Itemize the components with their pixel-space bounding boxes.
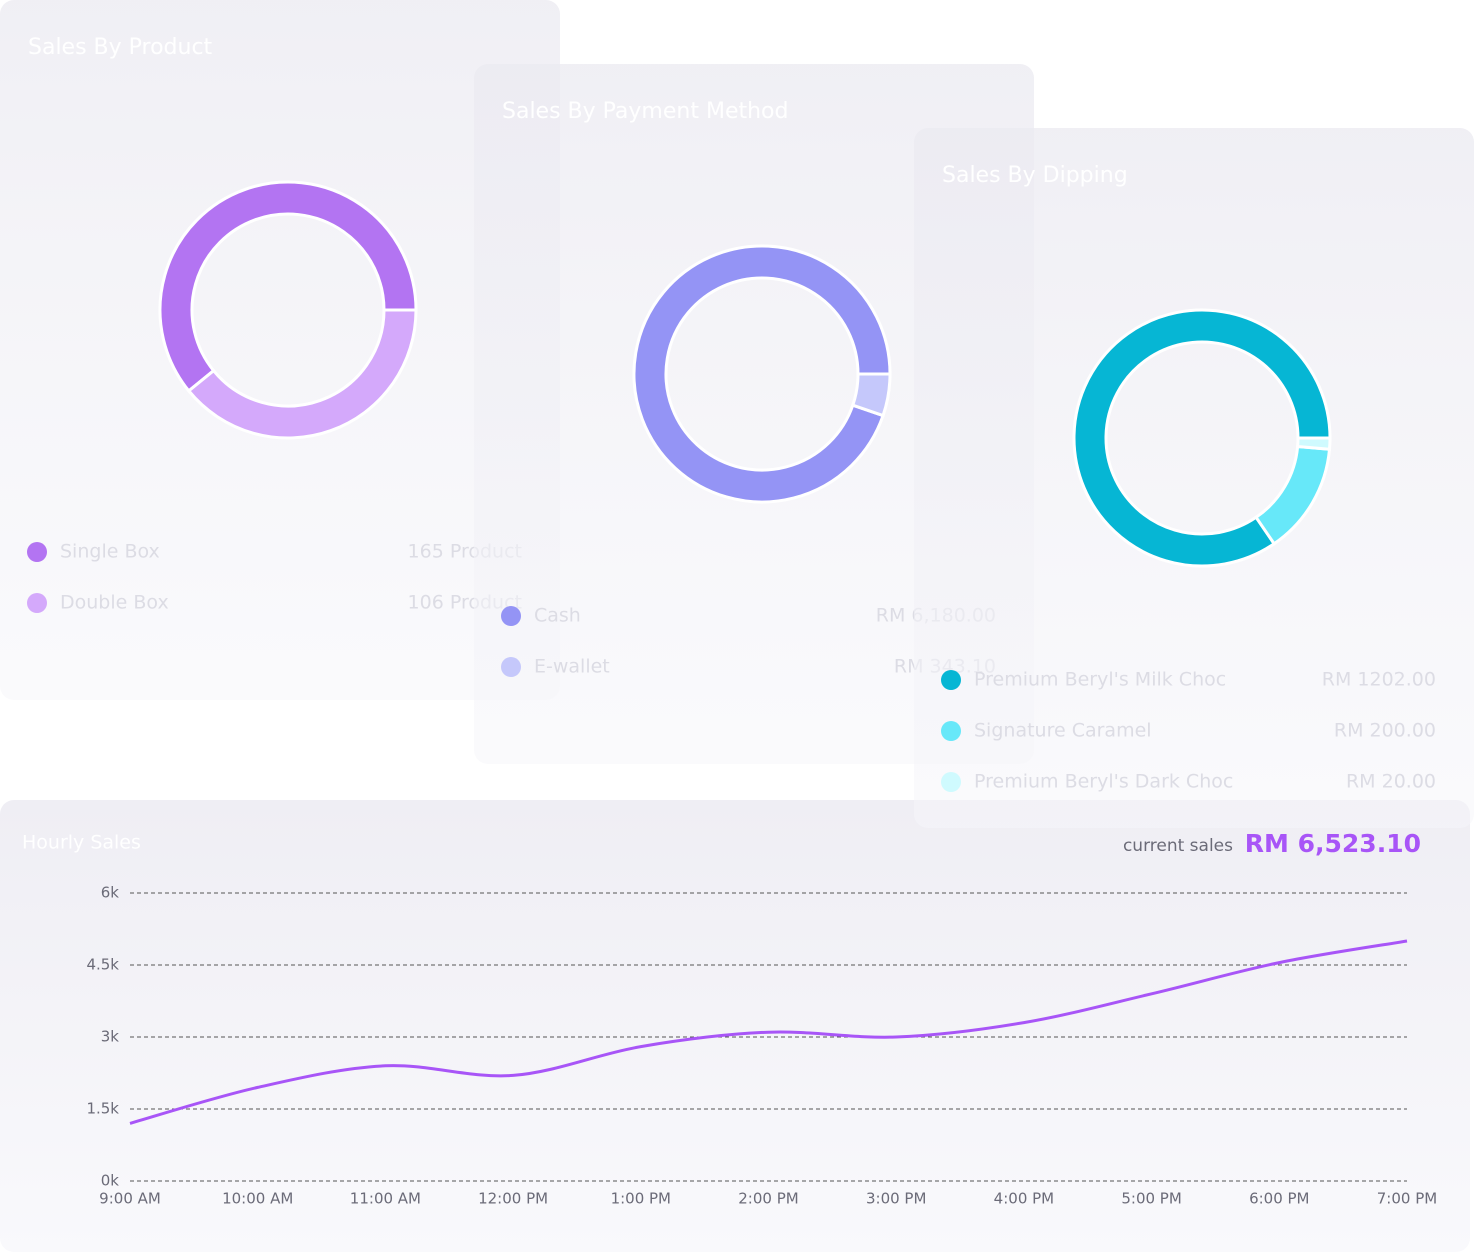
legend-value: RM 20.00	[1346, 771, 1436, 793]
summary-value: RM 6,523.10	[1245, 829, 1421, 858]
panel-title: Sales By Product	[28, 35, 213, 60]
legend-dot	[941, 670, 961, 690]
legend-label: Premium Beryl's Dark Choc	[974, 771, 1233, 793]
x-tick-label: 4:00 PM	[994, 1190, 1054, 1208]
y-tick-label: 3k	[101, 1028, 120, 1046]
x-tick-label: 3:00 PM	[866, 1190, 926, 1208]
legend-dot	[27, 542, 47, 562]
legend-value: RM 1202.00	[1322, 669, 1436, 691]
pie-slice	[158, 180, 418, 393]
summary-label: current sales	[1123, 836, 1233, 856]
panel	[914, 128, 1474, 828]
legend-label: Double Box	[60, 592, 169, 614]
x-tick-label: 5:00 PM	[1121, 1190, 1181, 1208]
x-tick-label: 12:00 PM	[478, 1190, 548, 1208]
x-tick-label: 1:00 PM	[611, 1190, 671, 1208]
legend-label: Single Box	[60, 541, 160, 563]
pie-slice	[632, 244, 892, 504]
legend-dot	[941, 772, 961, 792]
panel-title: Sales By Dipping	[942, 163, 1128, 188]
panel	[0, 800, 1470, 1252]
legend-label: E-wallet	[534, 656, 610, 678]
legend-label: Cash	[534, 605, 581, 627]
y-tick-label: 4.5k	[86, 956, 119, 974]
legend-dot	[501, 657, 521, 677]
panel-title: Sales By Payment Method	[502, 99, 788, 124]
x-tick-label: 6:00 PM	[1249, 1190, 1309, 1208]
sales-line	[129, 939, 1408, 1125]
legend-value: RM 200.00	[1334, 720, 1436, 742]
legend-dot	[27, 593, 47, 613]
x-tick-label: 10:00 AM	[222, 1190, 293, 1208]
y-tick-label: 6k	[101, 884, 120, 902]
panel-title: Hourly Sales	[22, 832, 141, 854]
x-tick-label: 7:00 PM	[1377, 1190, 1437, 1208]
legend-label: Premium Beryl's Milk Choc	[974, 669, 1226, 691]
panel	[474, 64, 1034, 764]
x-tick-label: 9:00 AM	[99, 1190, 161, 1208]
y-tick-label: 0k	[101, 1172, 120, 1190]
x-tick-label: 11:00 AM	[350, 1190, 421, 1208]
pie-slice	[850, 372, 892, 418]
panel	[0, 0, 560, 700]
legend-label: Signature Caramel	[974, 720, 1152, 742]
y-tick-label: 1.5k	[86, 1100, 119, 1118]
pie-slice	[1072, 308, 1332, 568]
pie-slice	[1296, 436, 1332, 451]
legend-dot	[501, 606, 521, 626]
x-tick-label: 2:00 PM	[738, 1190, 798, 1208]
pie-slice	[186, 308, 418, 440]
legend-dot	[941, 721, 961, 741]
